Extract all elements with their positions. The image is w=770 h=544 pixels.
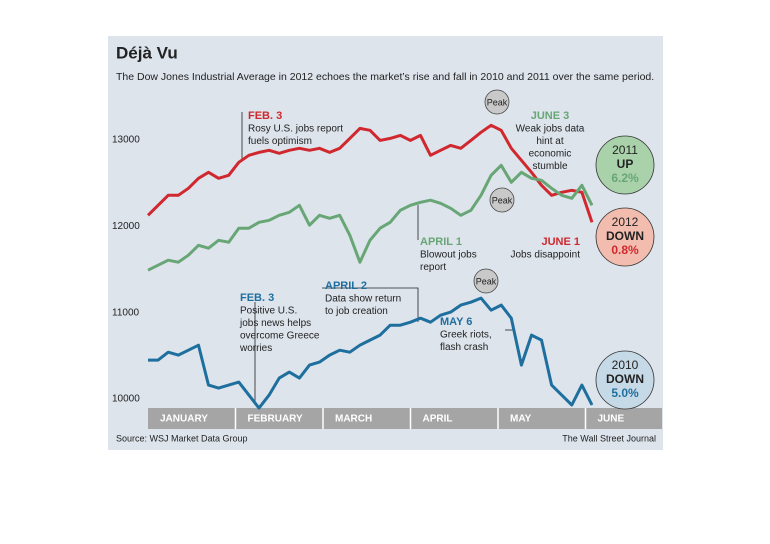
- credit: The Wall Street Journal: [562, 433, 656, 443]
- annotation-text: flash crash: [440, 342, 488, 353]
- annotation-text: Greek riots,: [440, 330, 492, 341]
- badge-year: 2011: [612, 143, 638, 157]
- badge-direction: DOWN: [606, 229, 644, 243]
- peak-marker: [484, 89, 510, 115]
- y-tick-label: 10000: [112, 394, 140, 405]
- panel: [108, 36, 663, 450]
- peak-label: Peak: [487, 97, 508, 107]
- annotation-text: Weak jobs data: [516, 124, 585, 135]
- peak-label: Peak: [476, 276, 497, 286]
- badge-change: 0.8%: [611, 243, 639, 257]
- annotation-label: JUNE 1: [541, 236, 580, 248]
- x-tick-label: JANUARY: [160, 414, 208, 425]
- y-tick-label: 12000: [112, 221, 140, 232]
- badge-change: 5.0%: [611, 386, 639, 400]
- badge-direction: DOWN: [606, 372, 644, 386]
- month-bar: [148, 408, 662, 429]
- annotation-text: Data show return: [325, 294, 401, 305]
- badge: [595, 135, 655, 195]
- peak-marker: [489, 187, 515, 213]
- x-tick-label: JUNE: [598, 414, 625, 425]
- annotation-text: to job creation: [325, 306, 388, 317]
- subtitle: The Dow Jones Industrial Average in 2012…: [116, 71, 654, 83]
- y-tick-label: 11000: [112, 307, 140, 318]
- annotation-text: overcome Greece: [240, 331, 320, 342]
- annotation-text: Jobs disappoint: [511, 250, 581, 261]
- source: Source: WSJ Market Data Group: [116, 433, 248, 443]
- badge-year: 2010: [612, 358, 639, 372]
- annotation-text: hint at: [536, 136, 563, 147]
- x-tick-label: APRIL: [423, 414, 453, 425]
- badge: [595, 207, 655, 267]
- annotation-text: economic: [529, 149, 572, 160]
- series-line: [147, 163, 594, 272]
- peak-label: Peak: [492, 195, 513, 205]
- annotation-text: stumble: [532, 161, 567, 172]
- annotation-text: jobs news helps: [239, 318, 311, 329]
- badge-year: 2012: [612, 215, 639, 229]
- leader-line: [322, 287, 419, 322]
- peak-marker: [473, 268, 499, 294]
- x-tick-label: MAY: [510, 414, 532, 425]
- annotation-label: FEB. 3: [248, 110, 282, 122]
- annotation-text: Positive U.S.: [240, 306, 297, 317]
- x-tick-label: MARCH: [335, 414, 372, 425]
- y-tick-label: 13000: [112, 134, 140, 145]
- annotation-text: Blowout jobs: [420, 250, 477, 261]
- annotation-text: report: [420, 262, 446, 273]
- chart-title: Déjà Vu: [116, 43, 178, 62]
- annotation-text: worries: [239, 343, 272, 354]
- x-tick-label: FEBRUARY: [248, 414, 304, 425]
- annotation-label: JUNE 3: [531, 110, 570, 122]
- annotation-text: Rosy U.S. jobs report: [248, 124, 343, 135]
- badge-direction: UP: [617, 157, 634, 171]
- annotation-label: APRIL 1: [420, 236, 462, 248]
- series-line: [148, 296, 594, 410]
- annotation-label: MAY 6: [440, 316, 472, 328]
- annotation-label: FEB. 3: [240, 292, 274, 304]
- series-line: [146, 123, 594, 223]
- annotation-label: APRIL 2: [325, 280, 367, 292]
- annotation-text: fuels optimism: [248, 136, 312, 147]
- badge-change: 6.2%: [611, 171, 639, 185]
- badge: [595, 350, 655, 410]
